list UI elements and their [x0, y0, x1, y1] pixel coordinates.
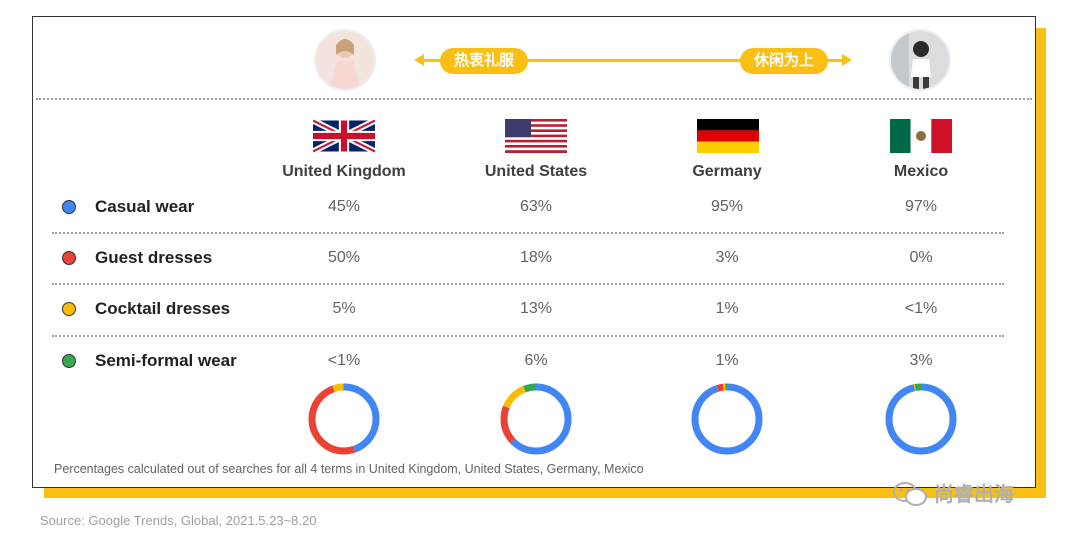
row-label-semiformal: Semi-formal wear — [95, 351, 237, 370]
uk-flag-icon — [313, 119, 375, 153]
footnote: Percentages calculated out of searches f… — [54, 462, 644, 476]
donut-mexico — [885, 383, 957, 455]
cell-guest-mexico: 0% — [909, 249, 933, 266]
cell-semiformal-uk: <1% — [327, 352, 361, 369]
donut-slice-casual-wear — [885, 383, 957, 455]
header-divider — [36, 98, 1032, 100]
mexico-flag-icon — [890, 119, 952, 153]
guest-legend-dot — [62, 251, 76, 265]
cell-cocktail-mexico: <1% — [904, 300, 938, 317]
left-arrow-icon — [414, 54, 424, 66]
country-mexico: Mexico — [893, 163, 949, 180]
semiformal-legend-dot — [62, 354, 76, 368]
row-label-guest: Guest dresses — [95, 248, 213, 267]
cell-cocktail-uk: 5% — [332, 300, 356, 317]
row-label-cocktail: Cocktail dresses — [95, 299, 231, 318]
country-uk: United Kingdom — [282, 163, 406, 180]
us-flag-icon — [505, 119, 567, 153]
donut-slice-semi-formal-wear — [308, 383, 380, 455]
cell-cocktail-us: 13% — [519, 300, 553, 317]
donut-slice-guest-dresses — [500, 383, 572, 455]
donut-us — [500, 383, 572, 455]
donut-slice-semi-formal-wear — [500, 383, 572, 455]
right-arrow-icon — [842, 54, 852, 66]
casual-legend-dot — [62, 200, 76, 214]
cell-semiformal-us: 6% — [524, 352, 548, 369]
spectrum-line — [423, 59, 843, 62]
donut-germany — [691, 383, 763, 455]
cell-semiformal-germany: 1% — [715, 352, 739, 369]
cocktail-legend-dot — [62, 302, 76, 316]
country-us: United States — [484, 163, 588, 180]
donut-slice-casual-wear — [691, 383, 763, 455]
row-divider — [52, 283, 1004, 285]
donut-uk — [308, 383, 380, 455]
germany-flag-icon — [697, 119, 759, 153]
wechat-icon — [893, 482, 927, 506]
formal-pill: 热衷礼服 — [440, 48, 529, 74]
cell-casual-mexico: 97% — [904, 198, 938, 215]
donut-slice-semi-formal-wear — [691, 383, 763, 455]
country-germany: Germany — [692, 163, 762, 180]
cell-guest-germany: 3% — [715, 249, 739, 266]
cell-semiformal-mexico: 3% — [909, 352, 933, 369]
row-divider — [52, 335, 1004, 337]
donut-slice-semi-formal-wear — [885, 383, 957, 455]
row-label-casual: Casual wear — [95, 197, 195, 216]
cell-guest-uk: 50% — [327, 249, 361, 266]
chart-card — [32, 16, 1036, 488]
casual-pill: 休闲为上 — [740, 48, 829, 74]
cell-casual-uk: 45% — [327, 198, 361, 215]
watermark: 尚睿出海 — [934, 484, 1014, 506]
source-text: Source: Google Trends, Global, 2021.5.23… — [40, 513, 317, 528]
cell-cocktail-germany: 1% — [715, 300, 739, 317]
cell-casual-germany: 95% — [710, 198, 744, 215]
cell-guest-us: 18% — [519, 249, 553, 266]
row-divider — [52, 232, 1004, 234]
donut-slice-guest-dresses — [308, 383, 380, 455]
casual-woman-avatar — [889, 29, 951, 91]
cell-casual-us: 63% — [519, 198, 553, 215]
formal-woman-avatar — [314, 29, 376, 91]
